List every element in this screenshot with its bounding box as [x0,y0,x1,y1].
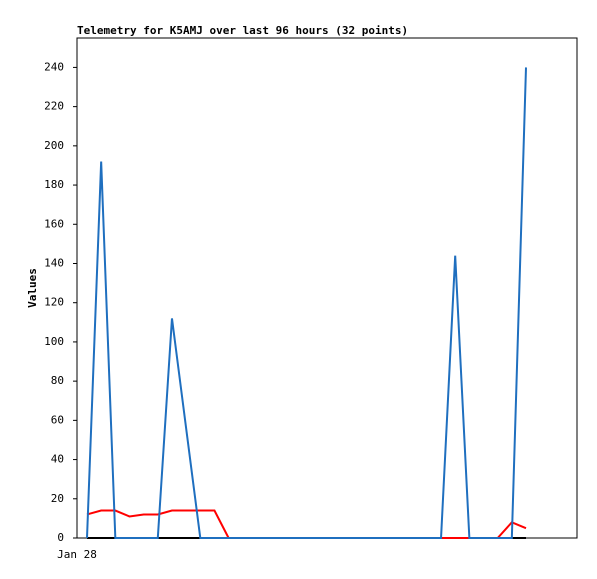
y-tick-label: 60 [51,413,64,426]
plot-area [76,37,578,539]
y-tick-label: 20 [51,492,64,505]
y-tick-label: 40 [51,453,64,466]
x-tick-label: Jan 28 [57,548,97,561]
y-tick-label: 0 [57,531,64,544]
y-tick-label: 140 [44,256,64,269]
y-tick-label: 180 [44,178,64,191]
y-tick-label: 160 [44,217,64,230]
y-tick-label: 220 [44,100,64,113]
y-tick-label: 120 [44,296,64,309]
y-axis-label: Values [26,268,39,308]
series-line [86,67,527,539]
chart-title: Telemetry for K5AMJ over last 96 hours (… [77,24,408,37]
y-tick-label: 200 [44,139,64,152]
y-tick-label: 100 [44,335,64,348]
y-tick-label: 80 [51,374,64,387]
y-tick-label: 240 [44,60,64,73]
